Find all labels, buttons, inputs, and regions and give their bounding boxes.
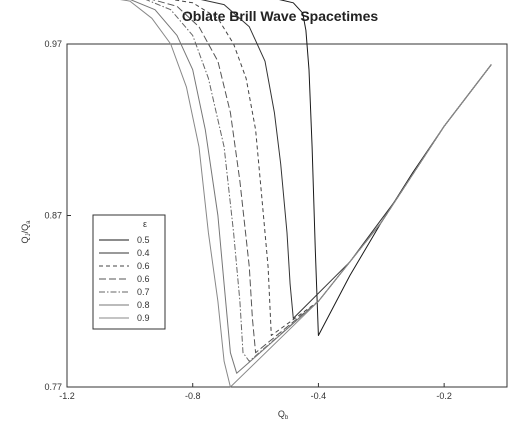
legend-label: 0.5 bbox=[137, 235, 150, 245]
legend-title: ε bbox=[143, 219, 147, 229]
legend-label: 0.9 bbox=[137, 313, 150, 323]
series-line bbox=[119, 0, 492, 388]
y-tick-label: 0.87 bbox=[44, 211, 62, 221]
y-axis-ticks: 0.77 0.87 0.97 bbox=[44, 39, 71, 392]
y-axis-label: QJ/Qa bbox=[20, 220, 32, 244]
x-tick-label: -0.2 bbox=[436, 391, 452, 401]
series-line bbox=[200, 0, 492, 319]
legend: ε 0.5 0.4 0.6 0.6 0.7 0.8 0.9 bbox=[92, 214, 166, 330]
x-tick-label: -0.8 bbox=[185, 391, 201, 401]
x-tick-label: -1.2 bbox=[59, 391, 75, 401]
legend-items: 0.5 0.4 0.6 0.6 0.7 0.8 0.9 bbox=[99, 235, 150, 323]
series-lines bbox=[119, 0, 492, 388]
legend-label: 0.6 bbox=[137, 274, 150, 284]
legend-box bbox=[92, 214, 166, 330]
legend-label: 0.7 bbox=[137, 287, 150, 297]
series-line bbox=[145, 0, 492, 362]
chart-title: Oblate Brill Wave Spacetimes bbox=[182, 8, 379, 24]
y-tick-label: 0.97 bbox=[44, 39, 62, 49]
series-line bbox=[152, 0, 492, 354]
y-tick-label: 0.77 bbox=[44, 382, 62, 392]
legend-label: 0.4 bbox=[137, 248, 150, 258]
legend-label: 0.6 bbox=[137, 261, 150, 271]
x-axis-ticks: -1.2 -0.8 -0.4 -0.2 bbox=[59, 383, 452, 401]
x-tick-label: -0.4 bbox=[311, 391, 327, 401]
legend-label: 0.8 bbox=[137, 300, 150, 310]
x-axis-label: Qb bbox=[278, 409, 289, 421]
